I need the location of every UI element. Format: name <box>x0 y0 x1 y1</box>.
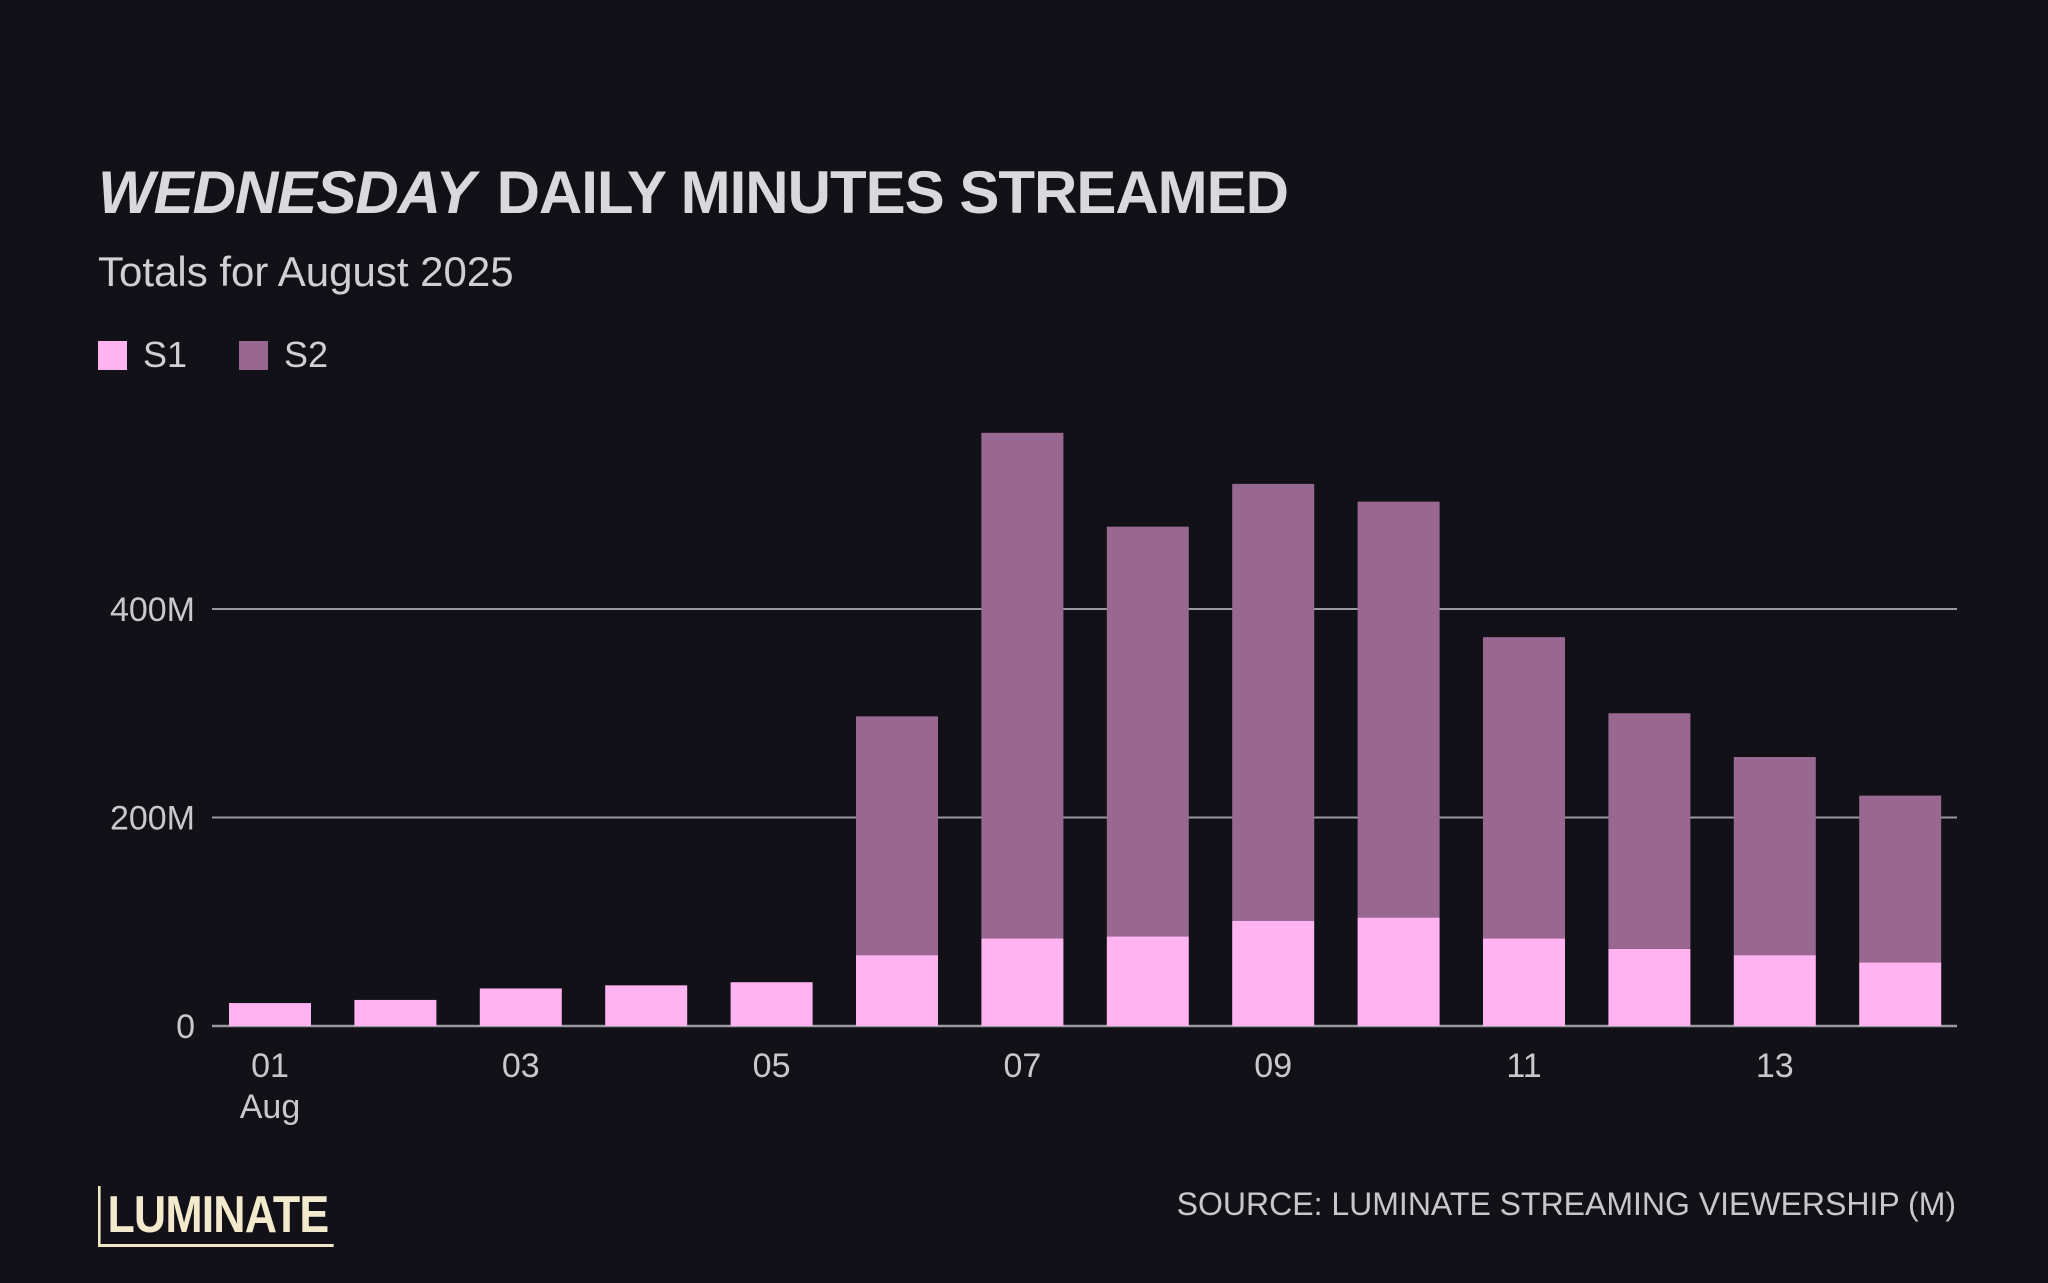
bar-s2-09 <box>1232 483 1315 921</box>
bar-s1-05 <box>730 982 813 1026</box>
y-tick-label: 0 <box>176 1008 195 1046</box>
bar-s1-03 <box>479 988 562 1026</box>
bar-s2-14 <box>1859 795 1942 963</box>
legend: S1 S2 <box>98 334 380 376</box>
bar-s2-07 <box>981 432 1064 939</box>
bar-s1-09 <box>1232 920 1315 1026</box>
x-tick-label: 03 <box>502 1047 540 1085</box>
x-tick-label: 13 <box>1756 1047 1794 1085</box>
bar-s2-12 <box>1608 713 1691 949</box>
legend-swatch-s2 <box>239 340 269 370</box>
x-tick-sublabel: Aug <box>240 1088 301 1126</box>
bar-s2-11 <box>1483 637 1565 939</box>
legend-label-s1: S1 <box>143 334 188 375</box>
bar-s1-08 <box>1106 936 1189 1026</box>
bar-s1-06 <box>856 955 938 1026</box>
chart-title-show: WEDNESDAY <box>98 159 476 226</box>
bar-s1-10 <box>1357 917 1440 1026</box>
x-tick-label: 07 <box>1003 1047 1041 1085</box>
bar-s1-07 <box>981 938 1064 1026</box>
legend-item-s2: S2 <box>239 334 328 376</box>
source-note: SOURCE: LUMINATE STREAMING VIEWERSHIP (M… <box>1176 1186 1956 1222</box>
bar-s1-13 <box>1733 955 1816 1026</box>
bar-s1-14 <box>1859 962 1942 1026</box>
y-tick-label: 400M <box>110 591 195 629</box>
legend-item-s1: S1 <box>98 334 187 376</box>
bar-s1-02 <box>354 999 437 1026</box>
bar-s2-06 <box>856 716 938 956</box>
y-tick-label: 200M <box>110 800 195 838</box>
x-tick-label: 05 <box>753 1047 791 1085</box>
bar-s2-10 <box>1357 501 1440 918</box>
x-tick-label: 09 <box>1254 1047 1292 1085</box>
bar-s2-08 <box>1106 526 1189 937</box>
bar-s2-13 <box>1733 757 1816 956</box>
bar-s1-12 <box>1608 948 1691 1026</box>
chart-subtitle: Totals for August 2025 <box>98 248 514 295</box>
legend-label-s2: S2 <box>284 334 329 375</box>
chart-title: WEDNESDAY DAILY MINUTES STREAMED <box>98 158 1289 227</box>
x-tick-label: 11 <box>1506 1047 1541 1085</box>
x-tick-label: 01 <box>251 1047 289 1085</box>
legend-swatch-s1 <box>98 340 127 370</box>
chart-title-rest: DAILY MINUTES STREAMED <box>496 159 1289 226</box>
luminate-logo: LUMINATE <box>98 1186 334 1247</box>
bar-s1-11 <box>1483 938 1565 1026</box>
bar-s1-04 <box>605 985 688 1026</box>
bar-s1-01 <box>229 1003 311 1026</box>
